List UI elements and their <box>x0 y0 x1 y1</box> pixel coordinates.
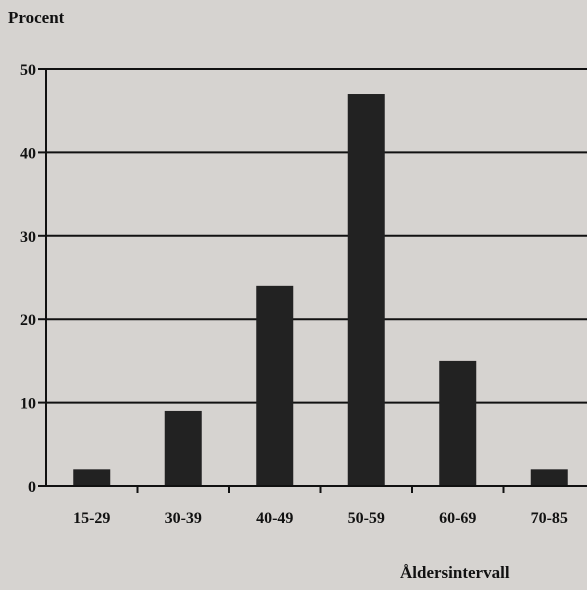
y-tick-label: 20 <box>20 312 36 329</box>
bar-15-29 <box>73 469 111 486</box>
bar-30-39 <box>164 410 202 486</box>
y-tick-label: 30 <box>20 229 36 246</box>
y-axis-label: Procent <box>8 8 65 27</box>
bar-70-85 <box>530 469 568 486</box>
x-tick-label: 60-69 <box>439 510 476 527</box>
axes <box>38 68 587 493</box>
bar-50-59 <box>347 94 385 487</box>
y-tick-label: 40 <box>20 145 36 162</box>
x-axis-label: Åldersintervall <box>400 563 510 582</box>
x-tick-label: 50-59 <box>348 510 385 527</box>
x-tick-label: 70-85 <box>531 510 568 527</box>
x-tick-label: 30-39 <box>165 510 202 527</box>
bars <box>73 94 568 487</box>
x-tick-label: 15-29 <box>73 510 110 527</box>
tick-labels: 0 10 20 30 40 50 15-29 30-39 40-49 50-59 60-69 70-8… <box>20 62 568 527</box>
x-tick-label: 40-49 <box>256 510 293 527</box>
bar-60-69 <box>439 360 477 486</box>
y-tick-label: 0 <box>28 479 36 496</box>
y-tick-label: 10 <box>20 396 36 413</box>
bar-40-49 <box>256 285 294 486</box>
y-tick-label: 50 <box>20 62 36 79</box>
gridlines <box>46 68 587 404</box>
